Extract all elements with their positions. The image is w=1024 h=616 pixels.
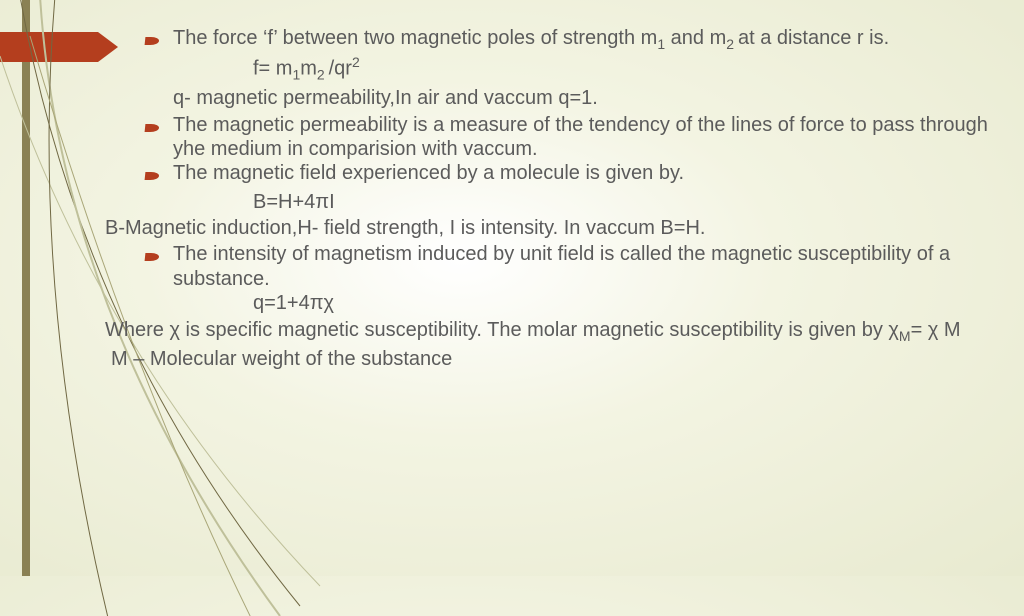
leaf-bullet-icon (145, 165, 173, 189)
vertical-accent-bar (22, 0, 30, 576)
bullet-text: The intensity of magnetism induced by un… (173, 242, 995, 291)
bullet-text: The force ‘f’ between two magnetic poles… (173, 26, 995, 54)
bullet-text: The magnetic field experienced by a mole… (173, 161, 995, 189)
body-text: B=H+4πI (253, 190, 995, 214)
leaf-bullet-icon (145, 30, 173, 54)
bullet-item: The magnetic field experienced by a mole… (145, 161, 995, 189)
arrow-decoration (0, 32, 118, 62)
body-text: B-Magnetic induction,H- field strength, … (105, 216, 995, 240)
bullet-text: The magnetic permeability is a measure o… (173, 113, 995, 162)
bullet-item: The force ‘f’ between two magnetic poles… (145, 26, 995, 54)
bullet-item: The magnetic permeability is a measure o… (145, 113, 995, 162)
body-text: f= m1m2 /qr2 (253, 54, 995, 84)
body-text: q=1+4πχ (253, 291, 995, 315)
bullet-item: The intensity of magnetism induced by un… (145, 242, 995, 291)
body-text: q- magnetic permeability,In air and vacc… (173, 86, 995, 110)
body-text: Where χ is specific magnetic susceptibil… (105, 318, 995, 345)
slide-text-content: The force ‘f’ between two magnetic poles… (105, 26, 995, 373)
leaf-bullet-icon (145, 117, 173, 162)
leaf-bullet-icon (145, 246, 173, 291)
body-text: M – Molecular weight of the substance (111, 347, 995, 371)
